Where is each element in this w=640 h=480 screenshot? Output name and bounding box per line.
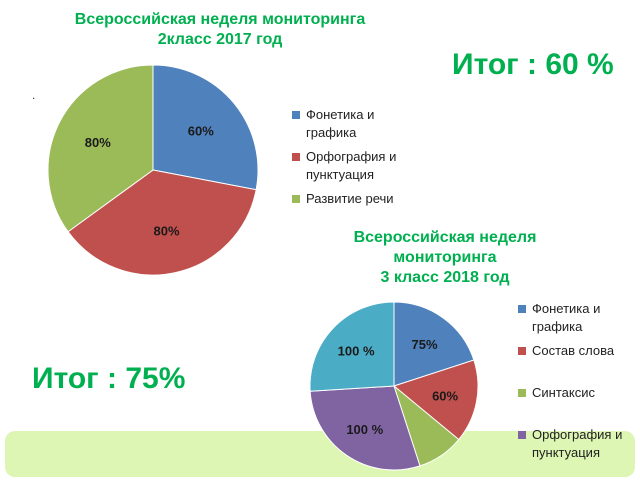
legend-item: Фонетика и графика (518, 300, 636, 342)
legend-swatch (292, 153, 300, 161)
legend-swatch (292, 111, 300, 119)
pie-slice (393, 301, 475, 387)
chart-title-grade3: Всероссийская неделя мониторинга 3 класс… (320, 228, 570, 288)
pie-slice (67, 169, 257, 276)
legend-grade3: Фонетика и графика Состав слова Синтакси… (518, 300, 636, 462)
slice-label: 100 % (338, 343, 375, 358)
legend-swatch (518, 431, 526, 439)
legend-label-line: графика (532, 319, 583, 334)
legend-swatch (518, 389, 526, 397)
legend-swatch (292, 195, 300, 203)
slice-label: 60% (432, 389, 458, 404)
legend-label: Развитие речи (306, 191, 394, 206)
legend-label-line: Фонетика и (532, 301, 601, 316)
legend-label-line: Орфография и (532, 427, 623, 442)
chart-title-grade2: Всероссийская неделя мониторинга 2класс … (40, 10, 400, 50)
chart-title-line: 2класс 2017 год (157, 31, 283, 48)
slice-label: 80% (85, 135, 111, 150)
legend-label: Состав слова (532, 343, 615, 358)
pie-slice (309, 385, 421, 471)
pie-slice (309, 301, 395, 392)
total-grade2: Итог : 60 % (452, 48, 614, 81)
slice-label: 60% (188, 123, 214, 138)
legend-item: Развитие речи (292, 190, 422, 208)
legend-item: Состав слова (518, 342, 636, 384)
chart-title-line: 3 класс 2018 год (380, 269, 510, 286)
legend-label: Фонетика и графика (306, 107, 374, 140)
legend-label: Орфография и пунктуация (306, 149, 396, 182)
legend-item: Орфография и пунктуация (292, 148, 422, 184)
legend-swatch (518, 347, 526, 355)
highlight-band (5, 431, 635, 477)
slice-label: 100 % (346, 422, 383, 437)
pie-slice (47, 64, 154, 233)
chart-title-line: Всероссийская неделя (353, 229, 537, 246)
legend-swatch (518, 305, 526, 313)
legend-label-line: Фонетика и (306, 107, 375, 122)
legend-label-line: графика (306, 125, 357, 140)
legend-item: Фонетика и графика (292, 106, 422, 142)
legend-label: Синтаксис (532, 385, 595, 400)
pie-slice (152, 64, 259, 191)
legend-item: Орфография и пунктуация (518, 426, 636, 462)
chart-title-line: Всероссийская неделя мониторинга (74, 11, 366, 28)
slice-label: 80% (154, 224, 180, 239)
stray-dot: . (32, 88, 36, 102)
legend-label: Орфография и пунктуация (532, 427, 622, 460)
legend-label: Фонетика и графика (532, 301, 600, 334)
legend-label-line: пунктуация (532, 445, 600, 460)
pie-slice (392, 359, 479, 441)
legend-label-line: пунктуация (306, 167, 374, 182)
slice-label: 75% (412, 337, 438, 352)
total-grade3: Итог : 75% (32, 362, 186, 395)
legend-item: Синтаксис (518, 384, 636, 426)
chart-title-line: мониторинга (393, 249, 497, 266)
legend-grade2: Фонетика и графика Орфография и пунктуац… (292, 106, 422, 214)
legend-label-line: Орфография и (306, 149, 397, 164)
